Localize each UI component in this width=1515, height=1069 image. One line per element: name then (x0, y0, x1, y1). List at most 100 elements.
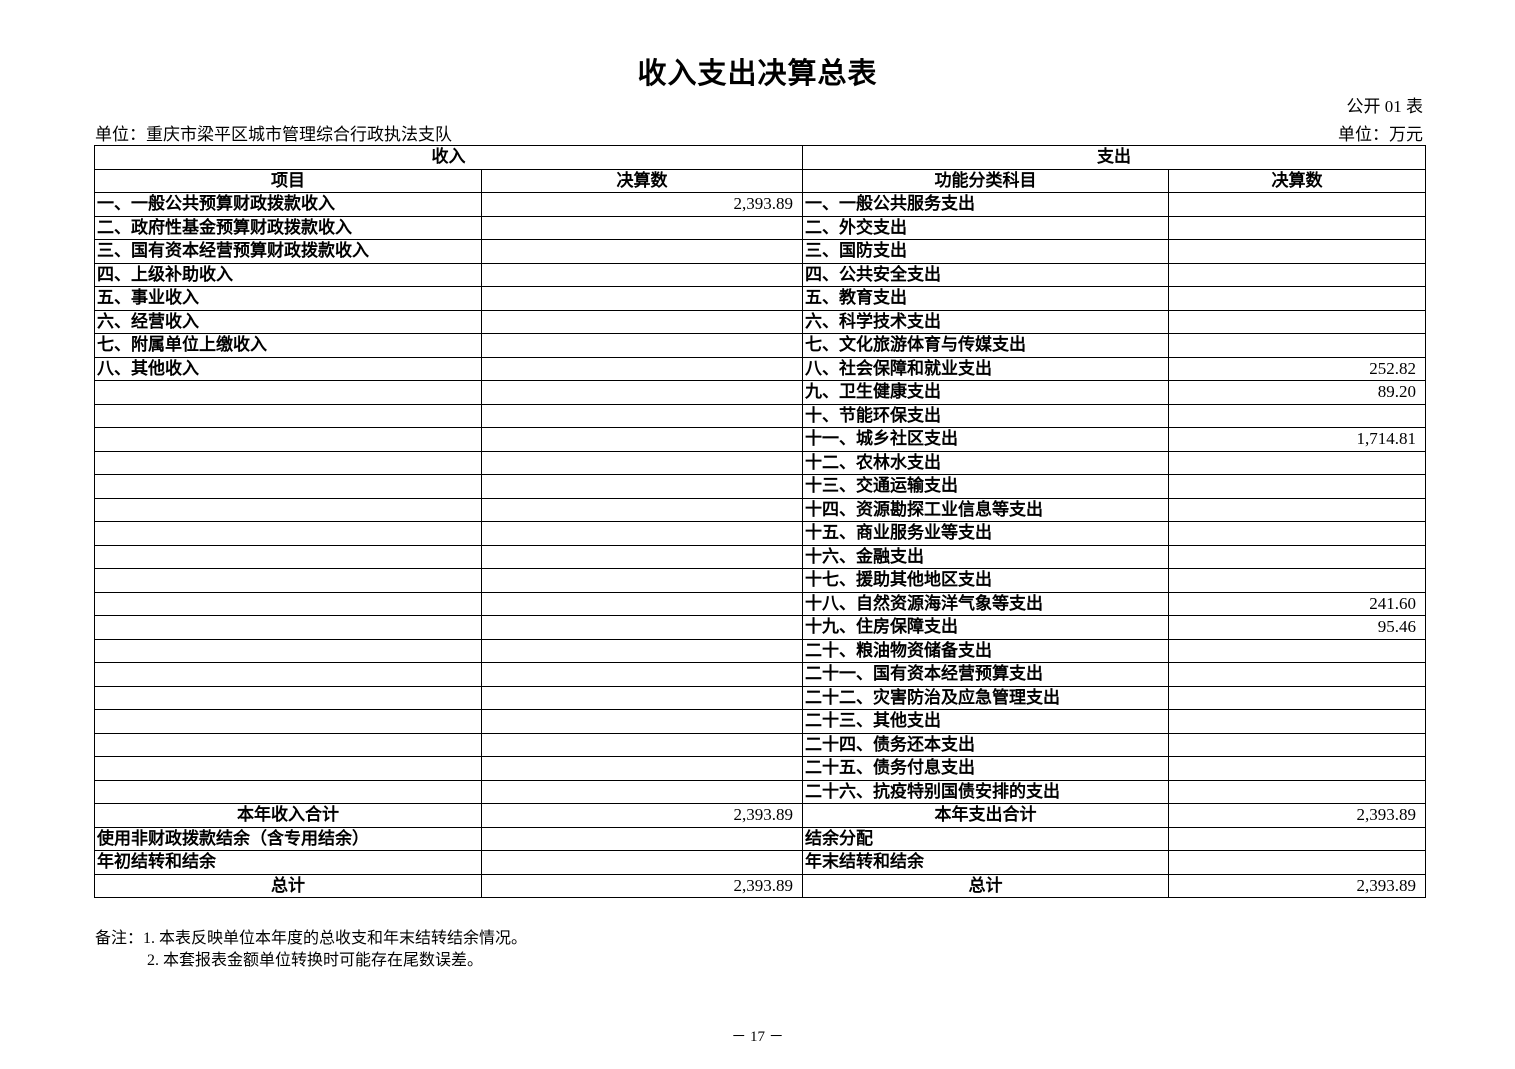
income-item-cell (94, 756, 482, 781)
income-amount-cell (481, 380, 803, 405)
income-amount-cell (481, 826, 803, 851)
summary-row: 本年收入合计 2,393.89 本年支出合计 2,393.89 (94, 803, 1426, 828)
income-amount-cell: 2,393.89 (481, 873, 803, 898)
note-2: 2. 本套报表金额单位转换时可能存在尾数误差。 (147, 952, 484, 969)
expense-amount-cell (1168, 662, 1426, 687)
income-amount-cell (481, 591, 803, 616)
expense-amount-cell (1168, 192, 1426, 217)
table-row: 二十三、其他支出 (94, 709, 1426, 734)
income-amount-cell (481, 356, 803, 381)
expense-amount-cell (1168, 638, 1426, 663)
expense-amount-cell (1168, 239, 1426, 264)
expense-item-cell: 十六、金融支出 (802, 544, 1169, 569)
income-amount-cell (481, 685, 803, 710)
income-amount-cell (481, 403, 803, 428)
income-amount-cell (481, 215, 803, 240)
table-row: 二十一、国有资本经营预算支出 (94, 662, 1426, 687)
expense-item-cell: 结余分配 (802, 826, 1169, 851)
income-amount-cell (481, 333, 803, 358)
income-item-cell: 三、国有资本经营预算财政拨款收入 (94, 239, 482, 264)
expense-item-cell: 十八、自然资源海洋气象等支出 (802, 591, 1169, 616)
income-item-cell (94, 779, 482, 804)
expense-item-cell: 十三、交通运输支出 (802, 474, 1169, 499)
income-amount-cell (481, 756, 803, 781)
expense-item-cell: 十五、商业服务业等支出 (802, 521, 1169, 546)
table-row: 七、附属单位上缴收入 七、文化旅游体育与传媒支出 (94, 333, 1426, 358)
income-item-cell (94, 544, 482, 569)
income-item-cell (94, 685, 482, 710)
income-item-cell: 六、经营收入 (94, 309, 482, 334)
expense-item-cell: 二十一、国有资本经营预算支出 (802, 662, 1169, 687)
table-row: 十七、援助其他地区支出 (94, 568, 1426, 593)
table-row: 十九、住房保障支出 95.46 (94, 615, 1426, 640)
income-item-cell (94, 709, 482, 734)
income-amount-cell (481, 497, 803, 522)
expense-item-cell: 八、社会保障和就业支出 (802, 356, 1169, 381)
expense-amount-cell: 1,714.81 (1168, 427, 1426, 452)
expense-amount-header: 决算数 (1168, 168, 1426, 193)
table-row: 三、国有资本经营预算财政拨款收入 三、国防支出 (94, 239, 1426, 264)
income-item-header: 项目 (94, 168, 482, 193)
income-item-cell: 使用非财政拨款结余（含专用结余） (94, 826, 482, 851)
income-amount-cell (481, 427, 803, 452)
expense-item-cell: 十七、援助其他地区支出 (802, 568, 1169, 593)
income-amount-header: 决算数 (481, 168, 803, 193)
expense-amount-cell (1168, 309, 1426, 334)
income-amount-cell (481, 262, 803, 287)
currency-unit: 单位：万元 (1338, 125, 1423, 144)
expense-item-cell: 本年支出合计 (802, 803, 1169, 828)
income-item-cell: 二、政府性基金预算财政拨款收入 (94, 215, 482, 240)
table-row: 二十四、债务还本支出 (94, 732, 1426, 757)
notes: 备注：1. 本表反映单位本年度的总收支和年末结转结余情况。 2. 本套报表金额单… (95, 928, 527, 972)
income-amount-cell (481, 568, 803, 593)
income-item-cell (94, 474, 482, 499)
expense-item-cell: 六、科学技术支出 (802, 309, 1169, 334)
income-item-cell (94, 380, 482, 405)
page-number: － 17 － (731, 1029, 784, 1045)
income-item-cell (94, 427, 482, 452)
table-row: 五、事业收入 五、教育支出 (94, 286, 1426, 311)
table-row: 十六、金融支出 (94, 544, 1426, 569)
income-amount-cell (481, 850, 803, 875)
income-amount-cell (481, 450, 803, 475)
table-row: 十一、城乡社区支出 1,714.81 (94, 427, 1426, 452)
table-row: 十四、资源勘探工业信息等支出 (94, 497, 1426, 522)
income-amount-cell (481, 474, 803, 499)
expense-amount-cell (1168, 779, 1426, 804)
income-amount-cell (481, 544, 803, 569)
table-row: 十二、农林水支出 (94, 450, 1426, 475)
income-amount-cell: 2,393.89 (481, 192, 803, 217)
expense-amount-cell (1168, 474, 1426, 499)
reporting-unit: 单位：重庆市梁平区城市管理综合行政执法支队 (95, 125, 452, 144)
income-item-cell: 本年收入合计 (94, 803, 482, 828)
expense-amount-cell (1168, 544, 1426, 569)
expense-item-cell: 二十五、债务付息支出 (802, 756, 1169, 781)
expense-item-cell: 总计 (802, 873, 1169, 898)
income-item-cell (94, 497, 482, 522)
income-item-cell (94, 591, 482, 616)
income-expense-table: 收入 支出 项目 决算数 功能分类科目 决算数 一、一般公共预算财政拨款收入 2,… (94, 145, 1426, 898)
income-item-cell: 八、其他收入 (94, 356, 482, 381)
table-row: 四、上级补助收入 四、公共安全支出 (94, 262, 1426, 287)
summary-row: 年初结转和结余 年末结转和结余 (94, 850, 1426, 875)
expense-item-cell: 二十六、抗疫特别国债安排的支出 (802, 779, 1169, 804)
expense-item-cell: 二、外交支出 (802, 215, 1169, 240)
expense-amount-cell (1168, 333, 1426, 358)
summary-row: 使用非财政拨款结余（含专用结余） 结余分配 (94, 826, 1426, 851)
expense-item-cell: 二十四、债务还本支出 (802, 732, 1169, 757)
expense-amount-cell (1168, 826, 1426, 851)
expense-amount-cell: 241.60 (1168, 591, 1426, 616)
income-item-cell: 七、附属单位上缴收入 (94, 333, 482, 358)
expense-item-cell: 一、一般公共服务支出 (802, 192, 1169, 217)
expense-amount-cell (1168, 286, 1426, 311)
income-amount-cell (481, 638, 803, 663)
income-item-cell: 五、事业收入 (94, 286, 482, 311)
income-amount-cell (481, 779, 803, 804)
expense-amount-cell (1168, 450, 1426, 475)
table-row: 十、节能环保支出 (94, 403, 1426, 428)
expense-item-cell: 七、文化旅游体育与传媒支出 (802, 333, 1169, 358)
expense-amount-cell (1168, 732, 1426, 757)
expense-item-header: 功能分类科目 (802, 168, 1169, 193)
table-row: 二十二、灾害防治及应急管理支出 (94, 685, 1426, 710)
expense-amount-cell (1168, 215, 1426, 240)
